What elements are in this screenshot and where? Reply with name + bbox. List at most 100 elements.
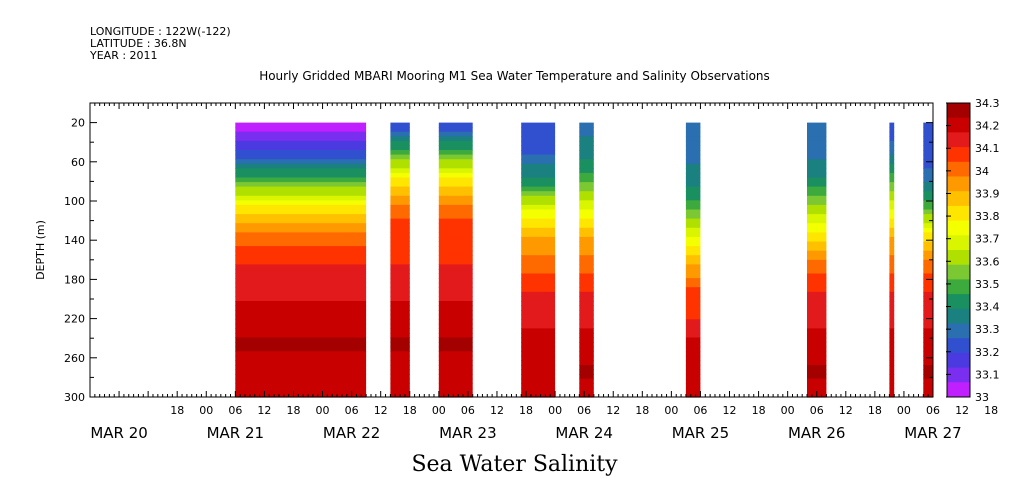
colorbar-swatch (947, 117, 970, 133)
salinity-cell (521, 127, 556, 133)
salinity-cell (807, 145, 827, 151)
salinity-cell (438, 191, 473, 197)
salinity-cell (521, 392, 556, 398)
salinity-cell (390, 168, 410, 174)
salinity-cell (579, 333, 594, 339)
salinity-cell (923, 328, 933, 334)
salinity-cell (390, 314, 410, 320)
salinity-cell (579, 346, 594, 352)
salinity-cell (438, 296, 473, 302)
salinity-cell (579, 351, 594, 357)
salinity-cell (807, 136, 827, 142)
salinity-cell (889, 282, 895, 288)
x-hour-label: 18 (868, 404, 882, 417)
salinity-cell (807, 241, 827, 247)
salinity-cell (390, 305, 410, 311)
salinity-cell (579, 140, 594, 147)
salinity-cell (579, 182, 594, 188)
salinity-cell (807, 268, 827, 275)
salinity-cell (685, 218, 701, 224)
x-hour-label: 00 (432, 404, 446, 417)
salinity-cell (889, 365, 895, 371)
salinity-cell (390, 145, 410, 151)
salinity-cell (390, 172, 410, 179)
salinity-cell (889, 351, 895, 357)
colorbar-label: 33.9 (975, 187, 1000, 200)
salinity-cell (390, 159, 410, 165)
salinity-cell (438, 127, 473, 133)
salinity-cell (438, 351, 473, 357)
salinity-cell (235, 387, 367, 394)
x-hour-label: 06 (693, 404, 707, 417)
salinity-cell (579, 255, 594, 261)
salinity-cell (390, 264, 410, 270)
salinity-cell (235, 204, 367, 211)
salinity-cell (685, 314, 701, 320)
salinity-cell (235, 342, 367, 348)
salinity-cell (235, 186, 367, 192)
salinity-cell (521, 223, 556, 229)
salinity-cell (807, 150, 827, 156)
salinity-cell (923, 154, 933, 160)
salinity-cell (807, 360, 827, 366)
salinity-cell (579, 305, 594, 311)
salinity-cell (685, 200, 701, 206)
colorbar-swatch (947, 147, 970, 163)
salinity-cell (579, 282, 594, 288)
salinity-cell (235, 241, 367, 247)
salinity-cell (807, 140, 827, 147)
salinity-cell (438, 273, 473, 279)
salinity-cell (438, 337, 473, 343)
salinity-cell (685, 287, 701, 293)
x-hour-label: 18 (286, 404, 300, 417)
salinity-cell (235, 273, 367, 279)
salinity-cell (438, 246, 473, 252)
x-date-label: MAR 23 (439, 424, 496, 442)
salinity-cell (390, 374, 410, 380)
salinity-cell (923, 127, 933, 133)
colorbar-label: 33.8 (975, 210, 1000, 223)
salinity-cell (807, 305, 827, 311)
salinity-cell (685, 346, 701, 352)
salinity-cell (521, 337, 556, 343)
salinity-cell (685, 378, 701, 384)
salinity-cell (438, 145, 473, 151)
salinity-cell (807, 287, 827, 293)
salinity-cell (807, 346, 827, 352)
salinity-cell (235, 195, 367, 201)
salinity-cell (390, 200, 410, 206)
salinity-cell (235, 227, 367, 233)
salinity-cell (438, 301, 473, 307)
salinity-cell (579, 191, 594, 197)
salinity-cell (235, 136, 367, 142)
salinity-cell (923, 177, 933, 183)
salinity-cell (235, 214, 367, 220)
salinity-cell (438, 369, 473, 375)
salinity-cell (923, 255, 933, 261)
salinity-cell (521, 278, 556, 284)
salinity-cell (235, 145, 367, 151)
salinity-cell (235, 131, 367, 137)
x-hour-label: 00 (316, 404, 330, 417)
salinity-cell (889, 287, 895, 293)
salinity-cell (579, 392, 594, 398)
salinity-cell (390, 273, 410, 279)
salinity-cell (390, 301, 410, 307)
x-hour-label: 18 (519, 404, 533, 417)
salinity-cell (390, 154, 410, 160)
colorbar-frame (946, 102, 971, 398)
salinity-cell (390, 191, 410, 197)
colorbar-label: 33 (975, 391, 989, 404)
salinity-cell (923, 383, 933, 389)
salinity-cell (923, 168, 933, 174)
salinity-cell (685, 177, 701, 183)
salinity-cell (235, 154, 367, 160)
salinity-cell (235, 355, 367, 361)
salinity-cell (390, 296, 410, 302)
salinity-cell (889, 140, 895, 147)
salinity-cell (807, 214, 827, 220)
salinity-cell (235, 236, 367, 243)
salinity-cell (438, 122, 473, 128)
salinity-cell (579, 355, 594, 361)
salinity-cell (235, 246, 367, 252)
